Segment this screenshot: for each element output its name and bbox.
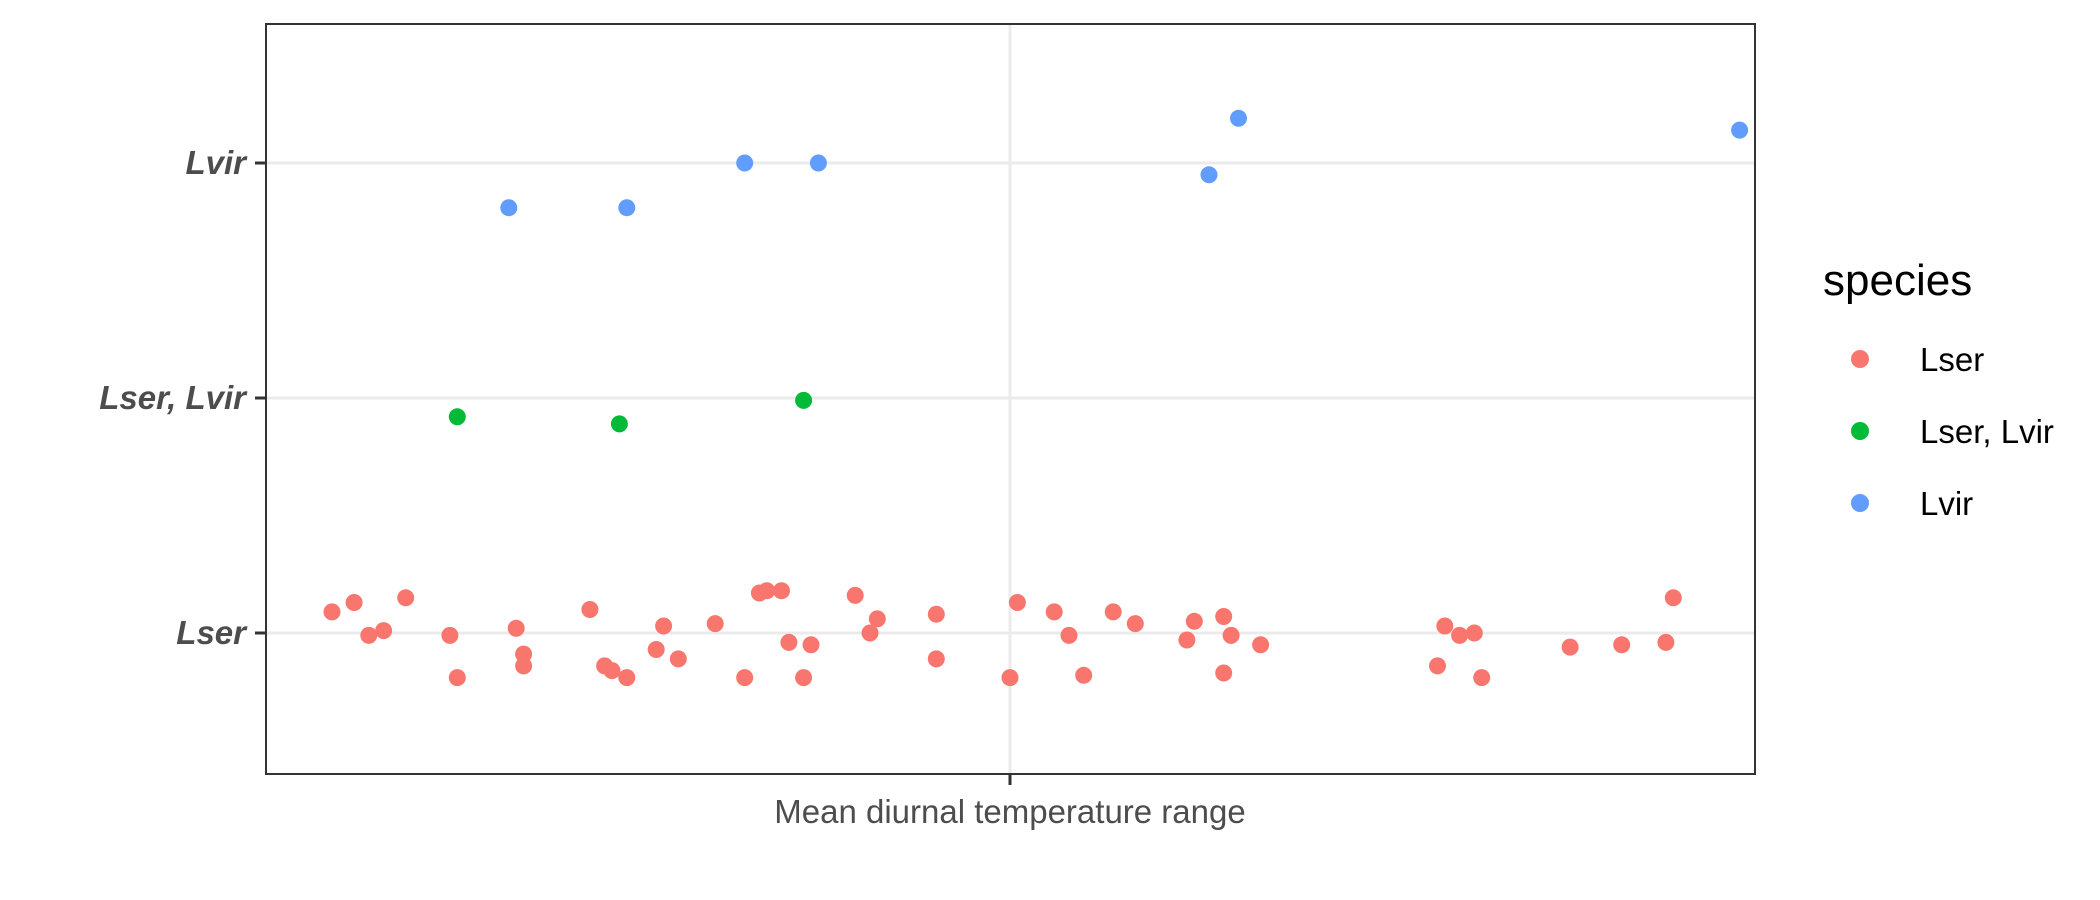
data-point xyxy=(618,199,636,217)
data-point xyxy=(1001,669,1019,687)
data-point xyxy=(861,624,879,642)
axes: Lser Lser, Lvir Lvir xyxy=(99,144,1012,785)
data-point xyxy=(1200,166,1218,184)
data-point xyxy=(780,633,798,651)
data-point xyxy=(1104,603,1122,621)
data-point xyxy=(448,669,466,687)
data-point xyxy=(1465,624,1483,642)
y-tick-label: Lser, Lvir xyxy=(99,379,248,416)
data-point xyxy=(1731,121,1749,139)
data-point xyxy=(1126,615,1144,633)
legend-key xyxy=(1851,494,1869,512)
data-point xyxy=(927,605,945,623)
data-point xyxy=(1178,631,1196,649)
x-axis-title: Mean diurnal temperature range xyxy=(774,793,1245,830)
legend: species Lser Lser, Lvir Lvir xyxy=(1823,256,2054,522)
data-point xyxy=(448,408,466,426)
data-point xyxy=(927,650,945,668)
data-point xyxy=(1252,636,1270,654)
data-point xyxy=(500,199,518,217)
data-point xyxy=(1185,612,1203,630)
data-point xyxy=(1613,636,1631,654)
data-point xyxy=(773,582,790,600)
data-point xyxy=(610,415,628,433)
legend-key xyxy=(1851,350,1869,368)
data-point xyxy=(515,645,533,663)
data-point xyxy=(1045,603,1063,621)
data-point xyxy=(1429,657,1446,675)
data-point xyxy=(802,636,820,654)
y-tick-label: Lser xyxy=(176,614,248,651)
data-point xyxy=(706,615,724,633)
data-point xyxy=(1215,664,1233,682)
data-point xyxy=(375,622,393,640)
data-point xyxy=(1230,109,1247,127)
legend-label: Lser, Lvir xyxy=(1920,413,2054,450)
data-point xyxy=(736,669,754,687)
data-point xyxy=(1060,626,1078,644)
data-point xyxy=(868,610,886,628)
data-point xyxy=(323,603,341,621)
legend-label: Lser xyxy=(1920,341,1984,378)
data-point xyxy=(809,154,827,172)
data-points xyxy=(323,109,1749,687)
data-point xyxy=(758,582,776,600)
y-tick-label: Lvir xyxy=(185,144,248,181)
legend-label: Lvir xyxy=(1920,485,1973,522)
data-point xyxy=(441,626,459,644)
legend-title: species xyxy=(1823,256,1972,305)
data-point xyxy=(360,626,378,644)
data-point xyxy=(603,662,621,680)
data-point xyxy=(507,619,525,637)
data-point xyxy=(1664,589,1682,607)
data-point xyxy=(581,601,599,618)
data-point xyxy=(1008,594,1026,611)
data-point xyxy=(1075,666,1093,684)
data-point xyxy=(618,669,636,687)
data-point xyxy=(736,154,754,172)
data-point xyxy=(669,650,687,668)
data-point xyxy=(655,617,673,635)
data-point xyxy=(397,589,415,607)
data-point xyxy=(1561,638,1579,656)
data-point xyxy=(795,669,813,687)
data-point xyxy=(1215,608,1233,625)
data-point xyxy=(1436,617,1454,635)
data-point xyxy=(1451,626,1469,644)
data-point xyxy=(795,391,813,409)
data-point xyxy=(345,594,363,611)
data-point xyxy=(647,641,665,658)
legend-key xyxy=(1851,422,1869,440)
data-point xyxy=(1222,626,1240,644)
data-point xyxy=(1657,633,1675,651)
data-point xyxy=(515,657,533,675)
data-point xyxy=(1473,669,1491,687)
data-point xyxy=(846,586,864,604)
